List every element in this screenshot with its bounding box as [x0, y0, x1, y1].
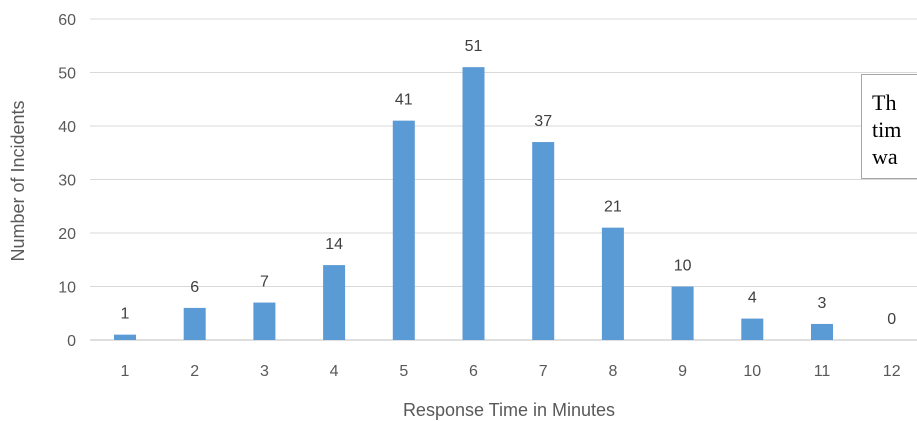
gridlines — [90, 18, 917, 341]
data-label: 7 — [260, 274, 269, 291]
x-tick-label: 6 — [469, 363, 478, 380]
bars — [114, 67, 833, 341]
y-axis-title: Number of Incidents — [8, 100, 28, 261]
bar — [741, 318, 764, 340]
x-tick-label: 11 — [814, 363, 831, 380]
bar — [114, 334, 136, 340]
bar — [253, 302, 276, 340]
data-label: 10 — [674, 258, 692, 275]
x-tick-label: 5 — [399, 363, 408, 380]
data-label: 14 — [325, 236, 343, 253]
bar — [462, 67, 485, 341]
annotation-line: wa — [872, 144, 898, 169]
data-label: 51 — [465, 38, 483, 55]
x-tick-label: 9 — [678, 363, 687, 380]
annotation-line: tim — [872, 117, 902, 142]
data-label: 41 — [395, 92, 413, 109]
x-tick-label: 2 — [190, 363, 199, 380]
x-tick-label: 4 — [330, 363, 339, 380]
y-tick-label: 20 — [58, 226, 76, 243]
annotation-text-box: Th tim wa — [861, 74, 917, 179]
y-tick-label: 50 — [58, 66, 76, 83]
data-label: 21 — [604, 199, 622, 216]
x-tick-label: 12 — [883, 363, 901, 380]
data-label: 1 — [121, 306, 130, 323]
x-axis-tick-labels: 1 2 3 4 5 6 7 8 9 10 11 12 — [121, 363, 901, 380]
bar — [811, 323, 833, 340]
bar — [183, 307, 206, 340]
annotation-line: Th — [872, 90, 897, 115]
y-tick-label: 60 — [58, 12, 76, 29]
bar — [601, 227, 624, 340]
data-label: 37 — [534, 113, 552, 130]
bar — [323, 265, 346, 340]
data-label: 6 — [190, 279, 199, 296]
bar — [392, 120, 415, 341]
x-tick-label: 1 — [121, 363, 130, 380]
y-axis-tick-labels: 0 10 20 30 40 50 60 — [58, 12, 76, 350]
data-label: 4 — [748, 290, 757, 307]
x-axis-title: Response Time in Minutes — [403, 400, 615, 420]
data-label: 0 — [887, 311, 896, 328]
data-label: 3 — [818, 295, 827, 312]
bar — [532, 142, 555, 340]
x-tick-label: 3 — [260, 363, 269, 380]
x-tick-label: 7 — [539, 363, 548, 380]
y-tick-label: 0 — [67, 333, 76, 350]
x-tick-label: 10 — [743, 363, 761, 380]
data-labels: 1 6 7 14 41 51 37 21 10 4 3 0 — [121, 38, 897, 328]
y-tick-label: 40 — [58, 119, 76, 136]
bar — [671, 286, 694, 340]
y-tick-label: 30 — [58, 173, 76, 190]
y-tick-label: 10 — [58, 280, 76, 297]
x-tick-label: 8 — [608, 363, 617, 380]
